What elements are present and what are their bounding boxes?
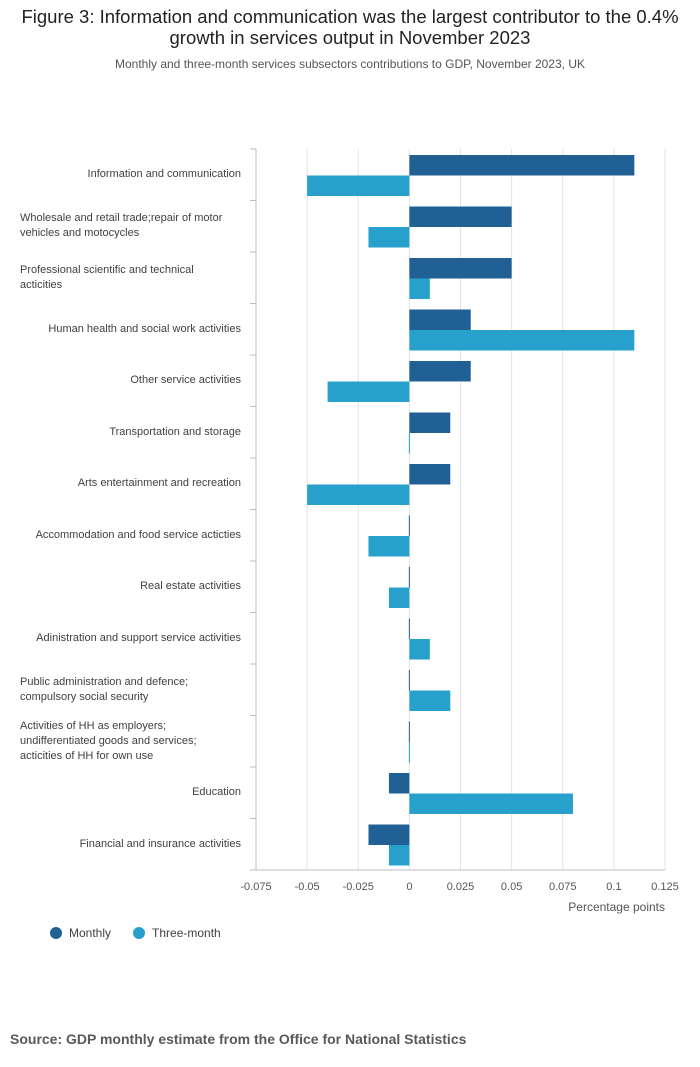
category-label: Other service activities <box>20 355 241 407</box>
legend-swatch-monthly <box>50 927 62 939</box>
bar <box>409 793 573 814</box>
category-label-line: Activities of HH as employers; <box>20 719 167 732</box>
category-label-line: Adinistration and support service activi… <box>36 631 241 644</box>
category-label-line: Professional scientific and technical <box>20 263 194 276</box>
x-tick-label: 0.1 <box>606 881 621 893</box>
x-tick-label: 0.125 <box>651 881 679 893</box>
category-label-line: Accommodation and food service acticties <box>35 528 241 541</box>
category-label: Arts entertainment and recreation <box>20 458 241 510</box>
category-label-line: Wholesale and retail trade;repair of mot… <box>20 212 223 225</box>
bar <box>409 309 471 330</box>
legend-swatch-three-month <box>133 927 146 939</box>
category-label: Human health and social work activities <box>20 304 241 356</box>
x-tick-label: 0.025 <box>447 881 475 893</box>
bar <box>409 361 471 382</box>
legend-item-three-month: Three-month <box>133 926 221 940</box>
x-tick-label: -0.05 <box>295 881 320 893</box>
category-label-line: acticities <box>20 278 63 291</box>
legend: Monthly Three-month <box>50 926 243 940</box>
bar <box>408 433 410 454</box>
bar <box>368 227 410 248</box>
bar-chart: -0.075 -0.05 -0.025 0 0.025 0.05 0.075 0.1 0.125… <box>240 148 679 914</box>
bar <box>409 412 451 433</box>
legend-label-three-month: Three-month <box>152 926 221 940</box>
category-label-line: Education <box>192 786 241 799</box>
category-label-line: undifferentiated goods and services; <box>20 734 197 747</box>
bar <box>409 464 451 485</box>
category-label: Professional scientific and technical act… <box>20 252 241 304</box>
bar <box>408 515 410 536</box>
bar <box>409 330 635 351</box>
category-label-line: vehicles and motocycles <box>20 227 140 240</box>
category-label: Adinistration and support service activi… <box>20 613 241 665</box>
legend-item-monthly: Monthly <box>50 926 111 940</box>
bar <box>409 278 430 299</box>
category-label: Information and communication <box>20 149 241 201</box>
x-tick-label: -0.075 <box>240 881 271 893</box>
category-label-line: Real estate activities <box>140 580 241 593</box>
category-label: Financial and insurance activities <box>20 819 241 871</box>
category-label: Real estate activities <box>20 561 241 613</box>
bar <box>409 690 451 711</box>
bar <box>388 773 410 794</box>
category-label-line: Financial and insurance activities <box>79 837 241 850</box>
category-label: Public administration and defence; compul… <box>20 664 241 716</box>
bar <box>408 721 410 742</box>
bar <box>388 845 410 866</box>
category-label-line: compulsory social security <box>20 690 149 703</box>
bar <box>368 824 410 845</box>
category-label-line: acticities of HH for own use <box>20 749 154 762</box>
bar <box>307 484 410 505</box>
x-tick-label: -0.025 <box>343 881 374 893</box>
bar <box>409 155 635 176</box>
x-tick-label: 0.075 <box>549 881 577 893</box>
category-label: Wholesale and retail trade;repair of mot… <box>20 201 241 253</box>
category-label-line: Information and communication <box>87 168 241 181</box>
category-label: Education <box>20 767 241 819</box>
category-label-line: Public administration and defence; <box>20 675 189 688</box>
bar <box>368 536 410 557</box>
bar <box>307 175 410 196</box>
bar <box>409 639 430 660</box>
source-note: Source: GDP monthly estimate from the Of… <box>10 1031 467 1047</box>
chart-subtitle: Monthly and three-month services subsect… <box>114 57 585 71</box>
bar <box>409 258 512 279</box>
legend-label-monthly: Monthly <box>69 926 112 940</box>
chart-title: Figure 3: Information and communication … <box>21 6 679 48</box>
bar <box>408 670 410 691</box>
bar <box>409 206 512 227</box>
category-label-line: Other service activities <box>130 374 241 387</box>
bar <box>327 381 410 402</box>
bar <box>408 618 410 639</box>
category-label-line: Transportation and storage <box>109 425 241 438</box>
category-label: Transportation and storage <box>20 407 241 459</box>
bar <box>388 587 410 608</box>
bar <box>408 567 410 588</box>
x-axis-title: Percentage points <box>568 900 665 914</box>
category-label-line: Arts entertainment and recreation <box>77 477 241 490</box>
category-label: Activities of HH as employers; undifferen… <box>20 716 241 768</box>
category-label: Accommodation and food service acticties <box>20 510 241 562</box>
x-tick-label: 0 <box>406 881 412 893</box>
x-tick-label: 0.05 <box>501 881 522 893</box>
bar <box>408 742 410 763</box>
category-label-line: Human health and social work activities <box>48 322 241 335</box>
